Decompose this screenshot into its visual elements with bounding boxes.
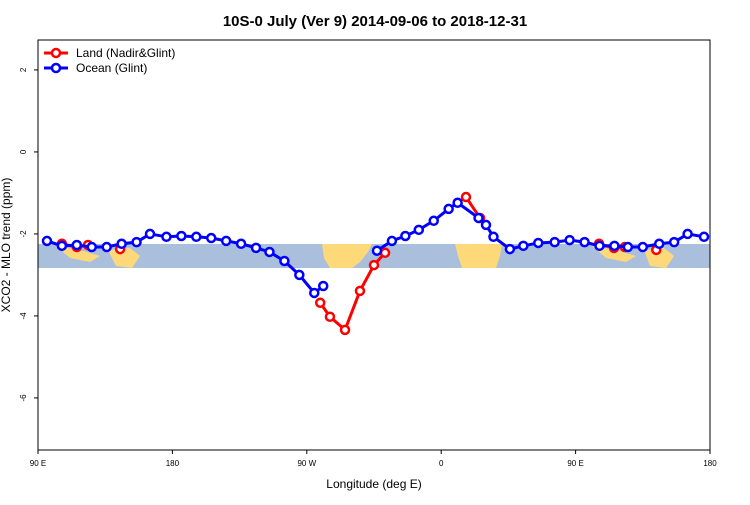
data-point [682,228,693,240]
data-point [279,255,290,267]
x-tick-label: 180 [703,459,717,468]
data-point [71,239,83,251]
data-point [480,219,492,231]
data-point [504,243,516,255]
x-tick-label: 90 W [297,459,316,468]
chart-title: 10S-0 July (Ver 9) 2014-09-06 to 2018-12… [223,13,527,30]
data-point [579,236,590,248]
data-point [594,240,605,252]
data-point [235,238,247,250]
data-point [191,231,202,243]
y-tick-label: 0 [19,149,28,154]
data-point [622,241,634,253]
plot-frame [37,39,711,451]
legend-marker [50,47,62,59]
data-point [339,324,351,336]
data-point [309,287,320,299]
data-point [549,236,560,248]
data-point [368,259,380,271]
data-point [386,235,398,247]
data-point [101,241,112,253]
data-point [609,240,620,252]
y-tick-label: 2 [19,67,28,72]
data-point [354,285,366,297]
data-point [250,242,262,254]
data-point [428,215,439,227]
data-point [56,240,68,252]
data-point [205,232,217,244]
data-point [379,247,391,259]
data-point [653,238,665,250]
x-axis-label: Longitude (deg E) [326,477,421,491]
y-tick-label: -2 [19,230,28,238]
data-point [400,230,411,242]
data-point [452,197,463,209]
y-tick-label: -4 [19,312,28,320]
data-point [294,269,305,281]
data-point [668,236,680,248]
data-point [176,230,187,242]
x-tick-label: 0 [439,459,444,468]
data-point [144,228,156,240]
data-point [460,191,472,203]
data-point [564,234,575,246]
data-point [443,203,454,215]
data-point [264,246,275,258]
data-point [116,238,127,250]
x-tick-label: 180 [166,459,180,468]
x-tick-label: 90 E [30,459,46,468]
data-point [161,231,172,243]
data-point [518,240,529,252]
legend-label: Land (Nadir&Glint) [76,46,175,60]
data-point [220,235,232,247]
data-point [371,245,383,256]
data-point [698,231,710,243]
data-point [473,212,484,224]
y-tick-label: -6 [19,394,28,402]
data-point [131,236,142,248]
data-point [314,297,326,309]
data-point [533,237,544,249]
data-point [637,241,649,253]
data-point [86,241,98,253]
legend-label: Ocean (Glint) [76,61,147,75]
y-axis-label: XCO2 - MLO trend (ppm) [0,178,13,313]
data-point [413,224,425,236]
data-point [41,235,53,247]
legend-marker [50,62,62,74]
x-tick-label: 90 E [567,459,583,468]
data-point [488,231,499,243]
data-point [317,280,329,292]
data-point [324,311,336,322]
